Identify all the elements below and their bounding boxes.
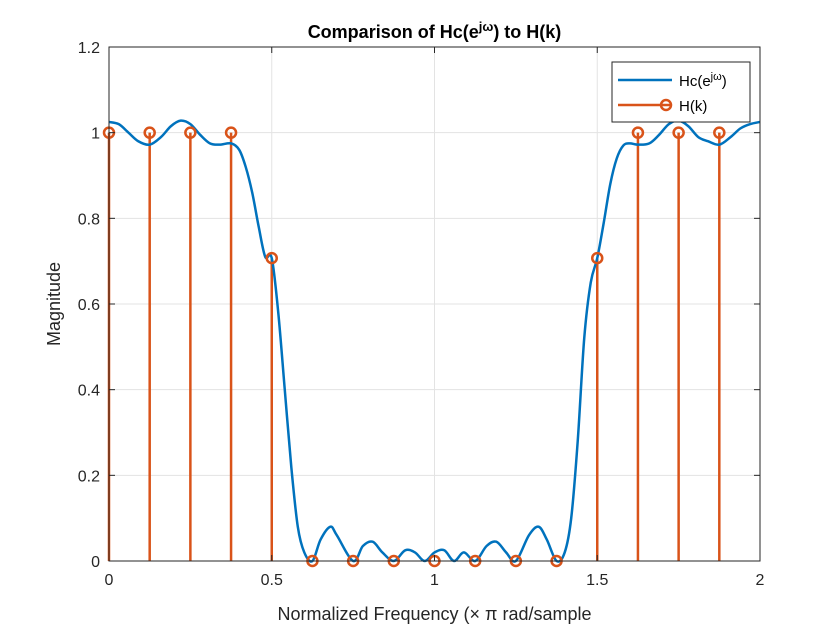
y-tick-label: 1.2 (78, 40, 100, 57)
legend-entry-hk: H(k) (679, 98, 707, 115)
stem-marker (713, 126, 726, 139)
y-tick-label: 0.8 (78, 211, 100, 228)
x-tick-label: 1.5 (586, 572, 608, 589)
x-axis-label: Normalized Frequency (× π rad/sample (277, 604, 591, 624)
legend: Hc(ejω) H(k) (611, 61, 751, 123)
chart-title: Comparison of Hc(ejω) to H(k) (308, 19, 562, 43)
y-tick-label: 0.4 (78, 383, 100, 400)
stem-marker (591, 251, 604, 265)
stem-marker (184, 126, 197, 139)
legend-stem-marker (659, 98, 673, 112)
y-tick-label: 1 (91, 126, 100, 143)
legend-entry-hc: Hc(ejω) (679, 71, 727, 90)
y-tick-label: 0.2 (78, 468, 100, 485)
x-tick-label: 1 (430, 572, 439, 589)
x-tick-label: 0.5 (261, 572, 283, 589)
y-tick-label: 0 (91, 554, 100, 571)
legend-box (611, 61, 751, 123)
stem-marker (672, 126, 685, 139)
stem-marker (265, 251, 278, 265)
hc-magnitude-line (108, 119, 761, 563)
y-tick-label: 0.6 (78, 297, 100, 314)
x-tick-label: 0 (105, 572, 114, 589)
axis-ticks: 0 0.5 1 1.5 2 0 0.2 0.4 0.6 0.8 1 1.2 (78, 40, 765, 589)
stem-marker (224, 126, 238, 139)
x-tick-label: 2 (756, 572, 765, 589)
stem-marker (631, 126, 645, 139)
stem-marker (143, 126, 156, 139)
y-axis-label: Magnitude (44, 262, 64, 346)
